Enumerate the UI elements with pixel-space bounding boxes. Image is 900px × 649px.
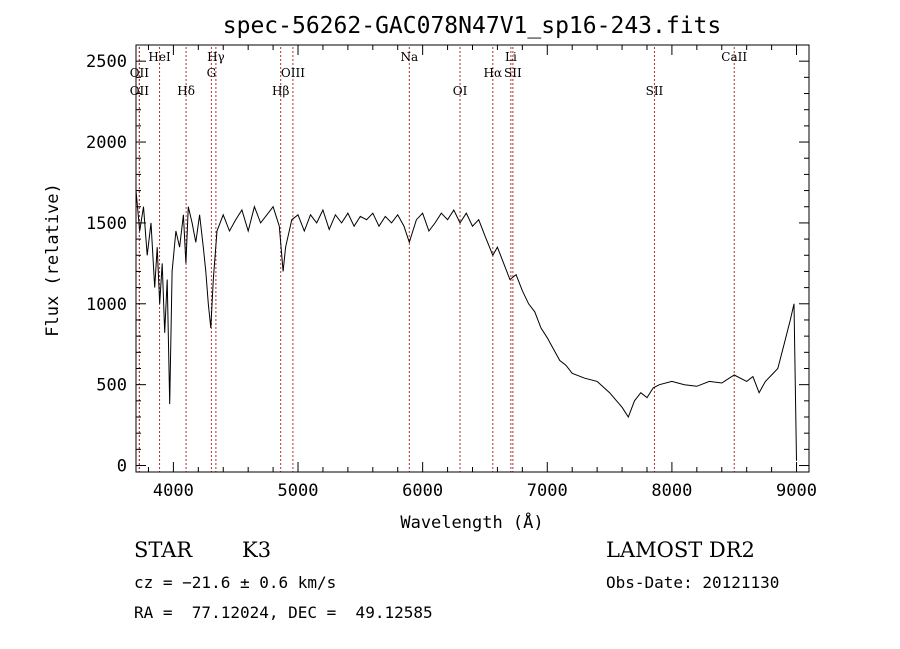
x-tick-label-1: 5000 <box>278 481 319 501</box>
observation-date: Obs-Date: 20121130 <box>606 573 780 592</box>
y-tick-label-5: 2500 <box>86 52 127 72</box>
spectrum-series <box>135 190 797 461</box>
line-label-4: Hγ <box>207 50 225 64</box>
spectrum-line-0 <box>135 190 797 461</box>
x-tick-label-3: 7000 <box>527 481 568 501</box>
line-label-2: HeI <box>148 50 171 64</box>
line-label-6: Hβ <box>272 84 289 98</box>
object-class: STAR <box>134 538 193 562</box>
survey-name: LAMOST DR2 <box>606 538 755 562</box>
x-axis-label: Wavelength (Å) <box>400 511 543 533</box>
x-tick-label-5: 9000 <box>776 481 817 501</box>
line-label-12: SII <box>504 66 522 80</box>
line-label-8: Na <box>400 50 418 64</box>
y-tick-label-2: 1000 <box>86 295 127 315</box>
line-label-1: OII <box>130 84 150 98</box>
coordinates: RA = 77.12024, DEC = 49.12585 <box>134 603 433 622</box>
line-label-10: Hα <box>484 66 503 80</box>
x-tick-label-4: 8000 <box>651 481 692 501</box>
line-label-7: OIII <box>281 66 305 80</box>
redshift-velocity: cz = −21.6 ± 0.6 km/s <box>134 573 337 592</box>
line-label-9: OI <box>453 84 468 98</box>
y-tick-label-0: 0 <box>117 457 127 477</box>
line-label-13: SII <box>646 84 664 98</box>
chart-title: spec-56262-GAC078N47V1_sp16-243.fits <box>223 13 722 39</box>
object-subclass: K3 <box>242 538 272 562</box>
y-axis: 0 500 1000 1500 2000 2500 <box>86 52 809 477</box>
x-tick-label-0: 4000 <box>153 481 194 501</box>
y-tick-label-4: 2000 <box>86 133 127 153</box>
y-tick-label-1: 500 <box>96 376 127 396</box>
y-axis-label: Flux (relative) <box>43 183 63 337</box>
plot-frame <box>135 44 810 473</box>
x-tick-label-2: 6000 <box>402 481 443 501</box>
line-label-14: CaII <box>721 50 747 64</box>
x-axis: 4000 5000 6000 7000 8000 9000 <box>147 45 817 501</box>
line-label-3: Hδ <box>177 84 195 98</box>
line-label-5: G <box>207 66 217 80</box>
y-tick-label-3: 1500 <box>86 214 127 234</box>
line-label-11: Li <box>505 50 517 64</box>
